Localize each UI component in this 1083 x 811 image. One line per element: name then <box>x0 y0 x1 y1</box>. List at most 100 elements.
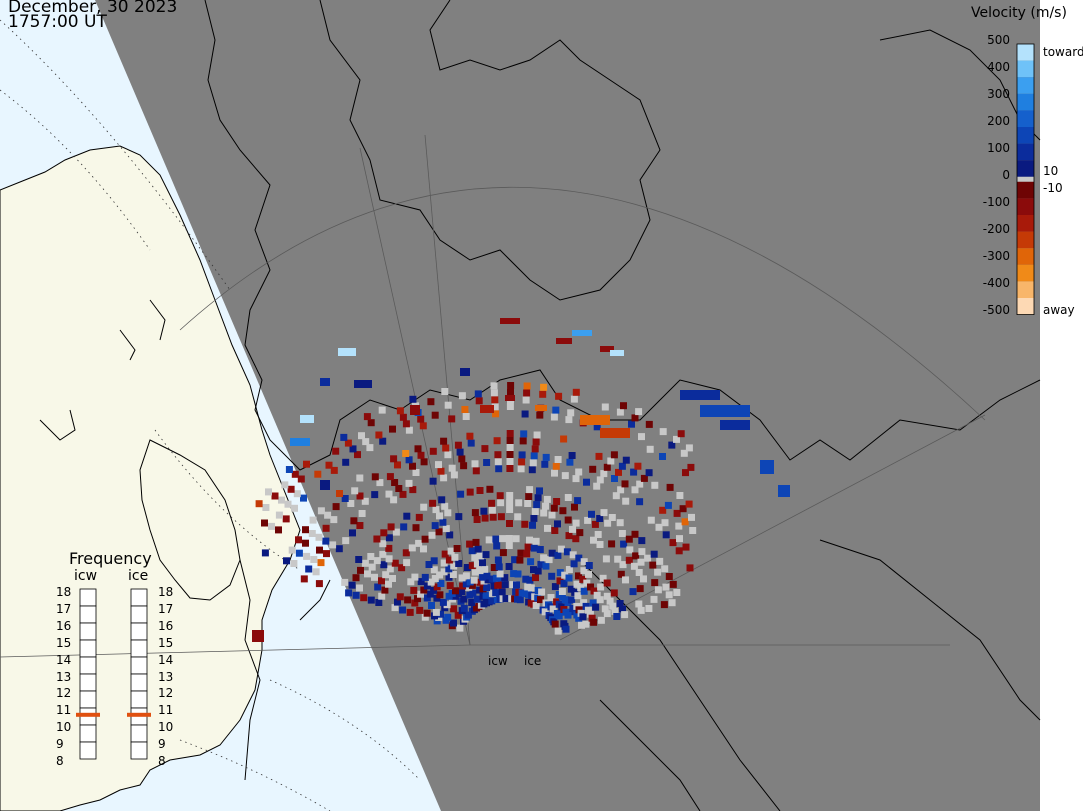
velocity-cell <box>454 441 462 449</box>
frequency-tick: 18 <box>158 585 174 599</box>
velocity-cell <box>506 499 514 506</box>
right-margin <box>1040 0 1083 811</box>
velocity-cell <box>342 458 350 466</box>
velocity-cell <box>574 592 582 600</box>
velocity-cell <box>685 444 693 452</box>
velocity-cell <box>278 496 285 504</box>
velocity-cell <box>583 478 590 486</box>
velocity-cell <box>562 625 570 633</box>
velocity-cell <box>564 599 572 606</box>
velocity-cell <box>618 462 626 470</box>
velocity-cell <box>490 564 498 571</box>
velocity-cell <box>563 548 571 556</box>
velocity-cell <box>552 406 560 414</box>
velocity-cell <box>597 583 605 591</box>
colorbar-title: Velocity (m/s) <box>971 5 1067 21</box>
velocity-cell <box>410 405 420 415</box>
velocity-cell <box>471 460 479 468</box>
velocity-cell <box>480 405 494 413</box>
velocity-cell <box>506 437 514 444</box>
velocity-cell <box>676 492 684 499</box>
frequency-gauge-cell <box>79 741 97 760</box>
velocity-cell <box>320 480 330 490</box>
velocity-cell <box>329 541 337 549</box>
colorbar-segment-away <box>1017 264 1034 282</box>
velocity-cell <box>376 479 384 487</box>
velocity-cell <box>673 509 681 517</box>
velocity-cell <box>570 395 578 403</box>
velocity-cell <box>590 536 597 544</box>
velocity-cell <box>531 508 539 515</box>
velocity-cell <box>496 570 504 578</box>
velocity-cell <box>543 495 551 503</box>
velocity-cell <box>550 504 558 512</box>
velocity-cell <box>638 548 646 556</box>
velocity-cell <box>396 593 404 601</box>
velocity-cell <box>394 598 401 606</box>
velocity-cell <box>432 506 440 514</box>
velocity-cell <box>596 476 604 484</box>
frequency-gauge-cell <box>130 639 148 658</box>
velocity-cell <box>431 522 439 530</box>
velocity-cell <box>631 486 639 494</box>
velocity-cell <box>330 516 338 524</box>
velocity-cell <box>547 594 555 601</box>
velocity-cell <box>571 503 578 511</box>
velocity-cell <box>460 462 468 470</box>
velocity-cell <box>488 506 496 514</box>
velocity-cell <box>524 543 532 551</box>
velocity-cell <box>588 614 596 622</box>
velocity-cell <box>655 523 663 531</box>
velocity-cell <box>322 537 330 545</box>
velocity-cell <box>262 504 270 511</box>
velocity-cell <box>444 509 452 517</box>
velocity-cell <box>345 589 353 597</box>
velocity-cell <box>500 318 520 324</box>
velocity-cell <box>379 550 387 558</box>
colorbar-segment-away <box>1017 231 1034 249</box>
velocity-cell <box>417 415 425 423</box>
velocity-cell <box>420 586 428 594</box>
velocity-cell <box>564 494 572 501</box>
velocity-cell <box>476 578 484 586</box>
velocity-cell <box>300 415 314 423</box>
velocity-cell <box>332 447 340 455</box>
colorbar-segment-away <box>1017 248 1034 265</box>
velocity-cell <box>580 558 588 566</box>
colorbar-tick: -500 <box>982 303 1010 317</box>
velocity-cell <box>466 578 474 586</box>
velocity-cell <box>437 610 444 618</box>
velocity-cell <box>686 564 694 572</box>
velocity-cell <box>452 587 459 595</box>
velocity-cell <box>666 483 674 491</box>
frequency-gauge-cell <box>79 690 97 709</box>
velocity-cell <box>631 414 639 422</box>
colorbar-tick: 0 <box>1002 168 1010 182</box>
velocity-cell <box>603 592 611 600</box>
velocity-cell <box>568 596 576 604</box>
frequency-tick: 10 <box>56 720 72 735</box>
frequency-tick: 13 <box>158 669 174 684</box>
velocity-cell <box>455 513 463 521</box>
velocity-cell <box>491 396 499 404</box>
velocity-cell <box>616 519 624 527</box>
velocity-cell <box>582 602 590 610</box>
velocity-cell <box>303 460 310 468</box>
velocity-cell <box>662 531 670 539</box>
velocity-cell <box>534 494 542 502</box>
velocity-cell <box>423 582 431 590</box>
velocity-cell <box>637 606 645 614</box>
velocity-cell <box>421 573 429 581</box>
velocity-cell <box>458 392 466 400</box>
velocity-cell <box>533 501 541 509</box>
velocity-cell <box>554 551 562 559</box>
velocity-cell <box>650 595 658 603</box>
velocity-cell <box>566 458 574 466</box>
velocity-cell <box>587 583 594 591</box>
velocity-cell <box>389 425 396 433</box>
velocity-cell <box>661 565 669 573</box>
velocity-cell <box>402 549 410 557</box>
velocity-cell <box>501 574 509 582</box>
colorbar-segment-away <box>1017 198 1034 215</box>
velocity-cell <box>636 498 644 506</box>
